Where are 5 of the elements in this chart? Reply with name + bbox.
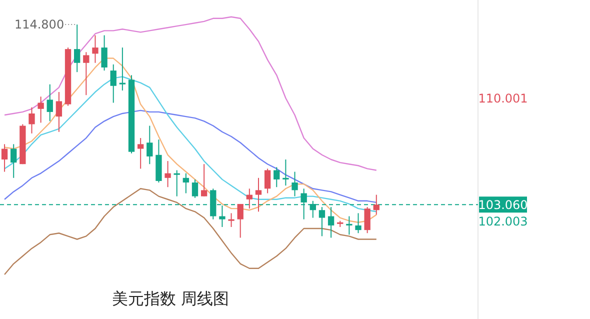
y-tick-label: 110.001 <box>478 92 528 106</box>
annotation: 114.800 <box>14 18 64 32</box>
y-tick-label: 102.003 <box>478 214 528 228</box>
text: 美元指数 周线图 <box>112 289 230 308</box>
ref-line-label: 103.060 <box>478 198 528 212</box>
